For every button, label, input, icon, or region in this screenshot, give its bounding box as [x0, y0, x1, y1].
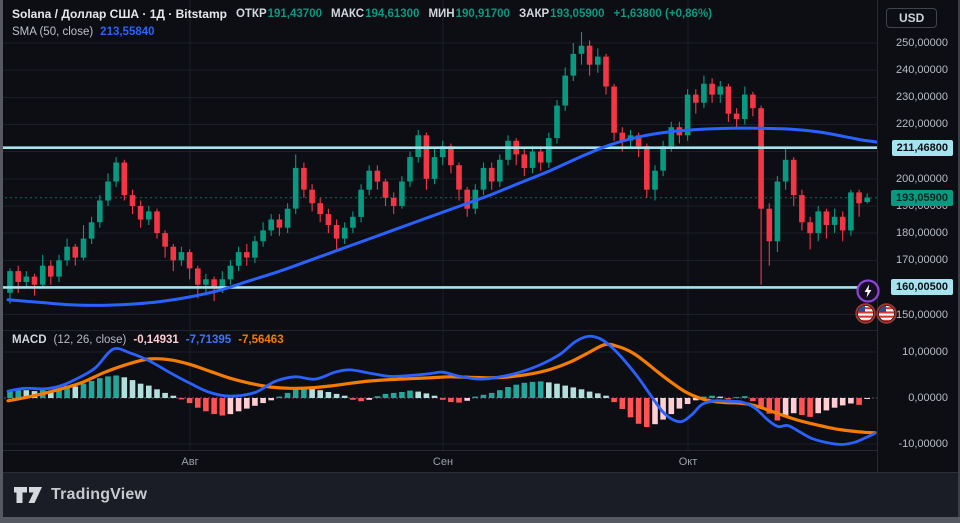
tradingview-logo[interactable]: TradingView: [13, 484, 147, 505]
time-axis-label: Авг: [181, 456, 199, 468]
window-edge-right: [958, 0, 960, 523]
price-tick-label: 220,00000: [896, 118, 948, 131]
price-axis[interactable]: USD 250,00000 240,00000 230,00000 220,00000…: [877, 0, 960, 472]
last-price-badge: 193,05900: [891, 189, 953, 206]
sma-indicator-row[interactable]: SMA (50, close) 213,55840: [12, 26, 712, 38]
ohlc-close: ЗАКР 193,05900: [518, 8, 605, 20]
sma-indicator-label[interactable]: SMA (50, close): [12, 26, 94, 38]
pane-separator[interactable]: [0, 330, 877, 331]
macd-indicator-row[interactable]: MACD (12, 26, close) -0,14931 -7,71395 -…: [12, 334, 284, 346]
price-change: +1,63800 (+0,86%): [613, 8, 713, 20]
us-flag-icon[interactable]: [855, 303, 876, 329]
macd-main-line: [6, 334, 877, 446]
macd-tick-label: 10,00000: [902, 346, 948, 358]
lightning-bolt-icon[interactable]: [856, 279, 880, 308]
macd-signal-line: [6, 342, 877, 435]
price-tick-label: 200,00000: [896, 172, 948, 185]
candles-series: [7, 32, 870, 304]
price-tick-label: 250,00000: [896, 37, 948, 49]
price-pane-chart[interactable]: [0, 0, 877, 330]
macd-signal-value: -7,56463: [238, 334, 284, 346]
price-grid: [0, 0, 877, 330]
price-tick-label: 170,00000: [896, 254, 948, 267]
bottom-bar: TradingView: [0, 472, 960, 517]
time-axis-label: Сен: [432, 456, 454, 468]
window-edge-left: [0, 0, 3, 523]
price-tick-label: 230,00000: [896, 91, 948, 104]
sma-indicator-value: 213,55840: [100, 26, 155, 38]
price-tick-label: 150,00000: [896, 308, 948, 321]
us-flag-icon[interactable]: [876, 303, 897, 329]
ray-price-badge[interactable]: 211,46800: [891, 139, 953, 156]
tradingview-logo-icon: [14, 487, 42, 503]
macd-title[interactable]: MACD: [12, 334, 47, 346]
horizontal-ray-lines[interactable]: [0, 146, 877, 289]
macd-grid: [0, 330, 877, 450]
price-tick-label: 240,00000: [896, 64, 948, 77]
sma-50-line[interactable]: [6, 126, 877, 307]
price-tick-label: 180,00000: [896, 227, 948, 240]
macd-pane-chart[interactable]: [0, 330, 877, 450]
time-axis[interactable]: Авг Сен Окт: [0, 450, 877, 472]
macd-tick-label: -10,00000: [898, 438, 948, 450]
ray-price-badge[interactable]: 160,00500: [891, 279, 953, 296]
brand-name: TradingView: [51, 485, 148, 503]
symbol-title[interactable]: Solana / Доллар США · 1Д · Bitstamp: [12, 7, 227, 21]
window-edge-bottom: [0, 517, 960, 523]
ohlc-low: МИН 190,91700: [428, 8, 510, 20]
macd-tick-label: 0,00000: [908, 392, 948, 404]
currency-toggle-button[interactable]: USD: [886, 8, 938, 28]
macd-histogram-series: [7, 375, 870, 427]
macd-line-value: -7,71395: [185, 334, 232, 346]
time-axis-label: Окт: [678, 456, 698, 468]
ohlc-high: МАКС 194,61300: [331, 8, 420, 20]
ohlc-open: ОТКР 191,43700: [235, 8, 322, 20]
chart-legend: Solana / Доллар США · 1Д · Bitstamp ОТКР…: [12, 7, 712, 38]
macd-histogram-value: -0,14931: [133, 334, 179, 346]
symbol-row: Solana / Доллар США · 1Д · Bitstamp ОТКР…: [12, 7, 712, 22]
macd-params: (12, 26, close): [53, 334, 127, 346]
